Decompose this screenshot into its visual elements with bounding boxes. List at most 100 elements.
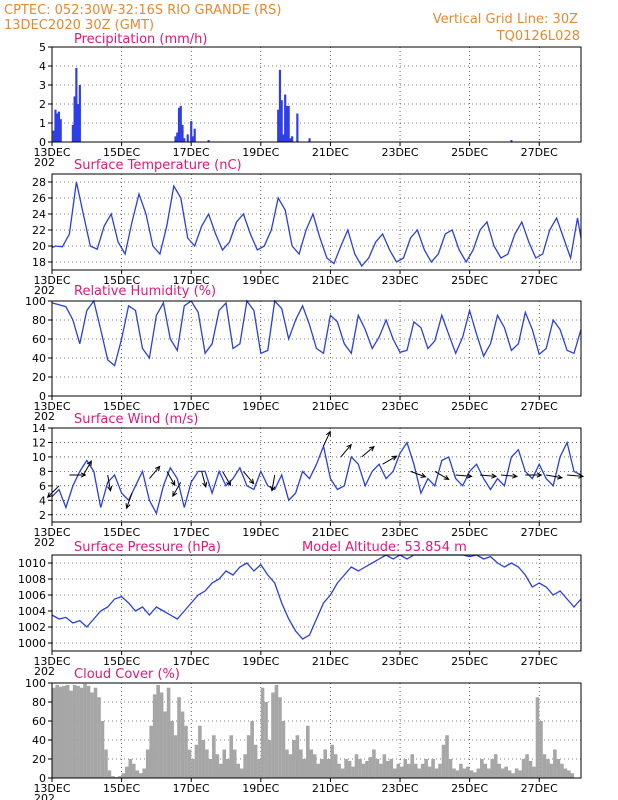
wind-arrow <box>546 474 564 480</box>
y-tick-label: 80 <box>32 314 46 327</box>
x-tick-label: 15DEC <box>103 526 140 539</box>
cloud-bar <box>58 686 63 778</box>
cloud-bar <box>420 763 425 778</box>
x-year-label: 202 <box>34 410 55 423</box>
y-tick-label: 1000 <box>18 637 46 650</box>
cloud-bar <box>434 768 439 778</box>
x-tick-label: 23DEC <box>381 782 418 795</box>
cloud-bar <box>79 687 84 778</box>
cloud-bar <box>309 749 314 778</box>
y-tick-label: 20 <box>32 753 46 766</box>
cloud-bar <box>326 759 331 778</box>
cloud-bar <box>493 754 498 778</box>
cloud-bar <box>191 759 195 778</box>
precip-bar <box>179 105 182 142</box>
cloud-bar <box>347 760 352 778</box>
cloud-bar <box>250 721 254 778</box>
cloud-bar <box>208 759 213 778</box>
x-tick-label: 13DEC <box>33 655 70 668</box>
cloud-bar <box>469 770 474 778</box>
precip-bar <box>176 132 179 142</box>
cloud-bar <box>90 692 94 778</box>
x-tick-label: 23DEC <box>381 655 418 668</box>
cloud-bar <box>406 763 411 778</box>
panel-frame <box>51 46 582 143</box>
cloud-bar <box>65 684 70 778</box>
cloud-bar <box>393 768 397 778</box>
cloud-bar <box>305 725 310 778</box>
cloud-bar <box>514 768 519 778</box>
cloud-bar <box>253 744 258 778</box>
cloud-bar <box>337 763 341 778</box>
y-tick-label: 0 <box>39 390 46 403</box>
y-tick-label: 1010 <box>18 557 46 570</box>
precip-bar <box>73 96 76 142</box>
wind-arrow <box>201 471 208 488</box>
cloud-bar <box>340 768 345 778</box>
cloud-bar <box>285 749 289 778</box>
precip-bar <box>54 109 57 142</box>
cloud-bar <box>128 759 133 778</box>
x-tick-label: 13DEC <box>33 782 70 795</box>
y-tick-label: 6 <box>39 480 46 493</box>
y-tick-label: 3 <box>39 79 46 92</box>
cloud-bar <box>163 711 167 778</box>
cloud-bar <box>225 759 230 778</box>
cloud-bar <box>125 766 129 778</box>
precip-bar <box>207 140 210 142</box>
cloud-bar <box>246 735 251 778</box>
x-year-label: 202 <box>34 792 55 800</box>
x-tick-label: 27DEC <box>521 782 558 795</box>
y-tick-label: 22 <box>32 224 46 237</box>
cloud-bar <box>243 754 247 778</box>
y-tick-label: 0 <box>39 772 46 785</box>
cloud-bar <box>358 759 362 778</box>
y-tick-label: 8 <box>39 465 46 478</box>
y-tick-label: 14 <box>32 422 46 435</box>
wind-arrow <box>525 472 543 478</box>
x-tick-label: 23DEC <box>381 526 418 539</box>
cloud-bar <box>570 773 575 778</box>
x-tick-label: 21DEC <box>312 782 349 795</box>
pressure-title: Surface Pressure (hPa) <box>74 540 221 555</box>
precip-bar <box>277 109 280 142</box>
wind-arrow <box>172 481 182 498</box>
wind-arrow <box>222 471 232 487</box>
y-tick-label: 5 <box>39 41 46 54</box>
y-tick-label: 4 <box>39 494 46 507</box>
cloud-bar <box>97 697 101 778</box>
precip-bar <box>59 119 62 142</box>
header-date: 13DEC2020 30Z (GMT) <box>4 18 154 33</box>
cloud-bar <box>295 735 300 778</box>
y-tick-label: 20 <box>32 240 46 253</box>
precip-bar <box>191 136 195 142</box>
precip-bar <box>190 121 193 142</box>
cloud-bar <box>480 759 484 778</box>
y-tick-label: 80 <box>32 696 46 709</box>
x-tick-label: 21DEC <box>312 526 349 539</box>
cloud-bar <box>83 683 87 778</box>
x-tick-label: 25DEC <box>451 782 488 795</box>
y-tick-label: 40 <box>32 734 46 747</box>
cloud-bar <box>459 763 463 778</box>
cloud-bar <box>539 721 543 778</box>
cloud-bar <box>180 711 185 778</box>
cloud-bar <box>278 697 282 778</box>
series-line <box>51 299 582 367</box>
x-tick-label: 27DEC <box>521 274 558 287</box>
model-altitude: Model Altitude: 53.854 m <box>302 540 467 555</box>
cloud-bar <box>396 763 401 778</box>
x-tick-label: 19DEC <box>242 526 279 539</box>
precip-bar <box>287 105 290 142</box>
wind-arrow <box>340 443 352 458</box>
y-tick-label: 2 <box>39 509 46 522</box>
header-model-id: TQ0126L028 <box>496 29 580 44</box>
cloud-bar <box>413 763 418 778</box>
x-tick-label: 13DEC <box>33 526 70 539</box>
x-tick-label: 23DEC <box>381 400 418 413</box>
wind-arrow <box>166 471 176 487</box>
panel-frame <box>51 300 582 397</box>
precip-bar <box>284 94 287 142</box>
x-tick-label: 15DEC <box>103 146 140 159</box>
